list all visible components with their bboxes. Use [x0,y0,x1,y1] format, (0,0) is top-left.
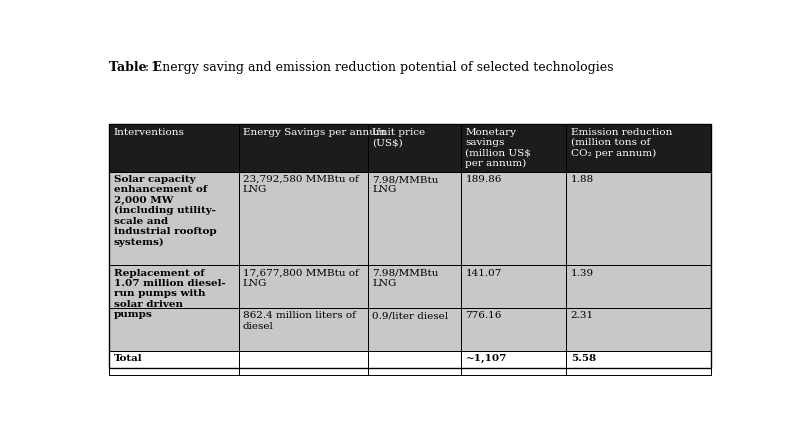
Text: ~1,107: ~1,107 [466,354,507,363]
Text: 0.9/liter diesel: 0.9/liter diesel [372,311,448,320]
Text: 189.86: 189.86 [466,175,502,184]
Text: 1.88: 1.88 [570,175,594,184]
Text: Energy Savings per annum: Energy Savings per annum [243,128,386,137]
Text: 23,792,580 MMBtu of
LNG: 23,792,580 MMBtu of LNG [243,175,358,195]
Bar [566,351,710,375]
Text: : Energy saving and emission reduction potential of selected technologies: : Energy saving and emission reduction p… [146,61,614,74]
Text: 2.31: 2.31 [570,311,594,320]
Text: 5.58: 5.58 [570,354,596,363]
Text: Replacement of
1.07 million diesel-
run pumps with
solar driven
pumps: Replacement of 1.07 million diesel- run … [114,269,226,319]
Text: 862.4 million liters of
diesel: 862.4 million liters of diesel [243,311,356,331]
Bar [110,351,238,375]
Bar [238,351,368,375]
Text: 141.07: 141.07 [466,269,502,278]
Text: 1.39: 1.39 [570,269,594,278]
Text: 7.98/MMBtu
LNG: 7.98/MMBtu LNG [372,175,438,195]
Text: 17,677,800 MMBtu of
LNG: 17,677,800 MMBtu of LNG [243,269,358,288]
Text: Emission reduction
(million tons of
CO₂ per annum): Emission reduction (million tons of CO₂ … [570,128,672,158]
Text: Interventions: Interventions [114,128,185,137]
Text: 776.16: 776.16 [466,311,502,320]
Text: Total: Total [114,354,142,363]
Bar [461,351,566,375]
Text: Table 1: Table 1 [110,61,160,74]
Text: Monetary
savings
(million US$
per annum): Monetary savings (million US$ per annum) [466,128,531,168]
Bar [368,351,461,375]
Text: Unit price
(US$): Unit price (US$) [372,128,426,147]
Text: 7.98/MMBtu
LNG: 7.98/MMBtu LNG [372,269,438,288]
Text: Solar capacity
enhancement of
2,000 MW
(including utility-
scale and
industrial : Solar capacity enhancement of 2,000 MW (… [114,175,216,247]
